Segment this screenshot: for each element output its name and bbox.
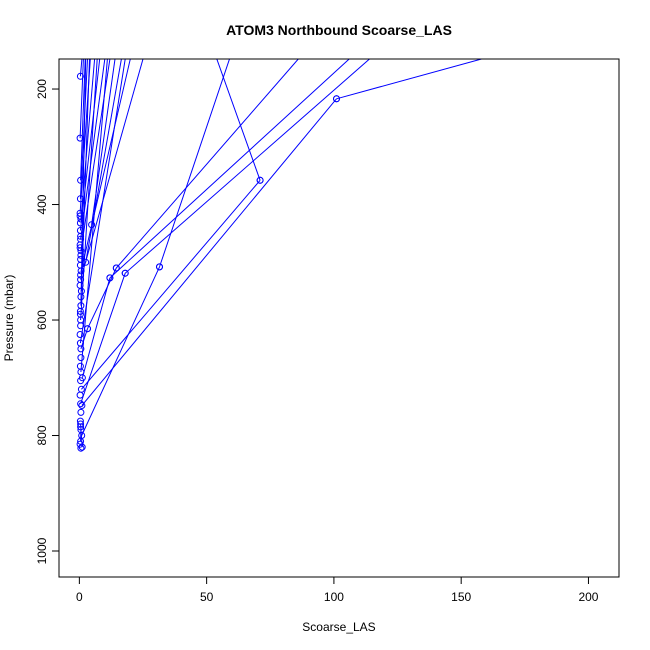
series-layer <box>79 59 482 448</box>
chart-title: ATOM3 Northbound Scoarse_LAS <box>226 22 452 38</box>
y-tick-label: 400 <box>35 194 49 214</box>
data-point <box>77 232 85 240</box>
y-axis: 200 400 600 800 1000 <box>35 79 60 564</box>
data-point <box>76 281 84 289</box>
data-point <box>77 420 85 428</box>
series-line-21 <box>336 59 482 100</box>
series-line-23 <box>159 59 230 268</box>
data-point <box>77 354 85 362</box>
data-point <box>77 408 85 416</box>
y-tick-label: 600 <box>35 310 49 330</box>
y-tick-label: 200 <box>35 79 49 99</box>
series-line-28 <box>81 277 111 378</box>
y-tick-label: 800 <box>35 425 49 445</box>
data-point <box>76 307 84 315</box>
x-axis-label: Scoarse_LAS <box>302 620 375 634</box>
data-point <box>76 219 84 227</box>
point-layer <box>76 72 340 452</box>
data-point <box>82 258 90 266</box>
data-point <box>76 310 84 318</box>
series-line-11 <box>85 59 122 263</box>
series-line-24 <box>115 59 299 269</box>
data-point <box>84 325 91 333</box>
data-point <box>88 221 96 229</box>
series-line-19 <box>216 59 261 181</box>
data-point <box>76 241 84 249</box>
series-line-26 <box>124 59 370 274</box>
series-line-3 <box>80 59 86 181</box>
data-point <box>76 244 84 252</box>
data-point <box>77 345 85 353</box>
series-line-25 <box>109 59 350 279</box>
series-line-13 <box>80 59 144 280</box>
series-line-29 <box>80 273 126 404</box>
data-point <box>112 264 120 272</box>
data-point <box>77 215 85 223</box>
data-point <box>77 293 85 301</box>
data-point <box>76 362 84 370</box>
series-line-30 <box>81 266 160 436</box>
series-line-2 <box>79 59 84 139</box>
series-line-22 <box>81 98 337 406</box>
series-line-27 <box>87 267 117 329</box>
x-axis: 0 50 100 150 200 <box>76 576 599 604</box>
data-point <box>121 269 129 277</box>
y-tick-label: 1000 <box>35 537 49 564</box>
data-point <box>77 251 85 259</box>
x-tick-label: 50 <box>200 590 214 604</box>
x-tick-label: 150 <box>451 590 471 604</box>
data-point <box>106 274 114 282</box>
data-point <box>77 444 85 452</box>
data-point <box>76 195 84 203</box>
series-line-17 <box>79 59 126 344</box>
data-point <box>78 402 86 409</box>
data-point <box>77 176 85 184</box>
data-point <box>76 391 84 399</box>
data-point <box>76 134 84 142</box>
data-point <box>77 322 85 330</box>
series-line-33 <box>80 423 83 448</box>
series-line-18 <box>80 59 108 373</box>
data-point <box>77 423 85 431</box>
series-line-12 <box>80 59 131 272</box>
data-point <box>333 95 340 103</box>
data-point <box>76 72 84 80</box>
data-point <box>156 263 163 271</box>
x-tick-label: 100 <box>324 590 344 604</box>
series-line-8 <box>79 59 101 231</box>
data-point <box>76 331 84 338</box>
series-line-20 <box>81 179 261 390</box>
data-point <box>77 377 85 385</box>
data-point <box>77 400 85 408</box>
data-point <box>256 176 264 184</box>
data-point <box>77 271 85 279</box>
data-point <box>76 212 84 220</box>
data-point <box>76 440 84 448</box>
y-axis-label: Pressure (mbar) <box>2 275 16 362</box>
x-tick-label: 0 <box>76 590 83 604</box>
x-tick-label: 200 <box>578 590 598 604</box>
data-point <box>77 255 85 263</box>
